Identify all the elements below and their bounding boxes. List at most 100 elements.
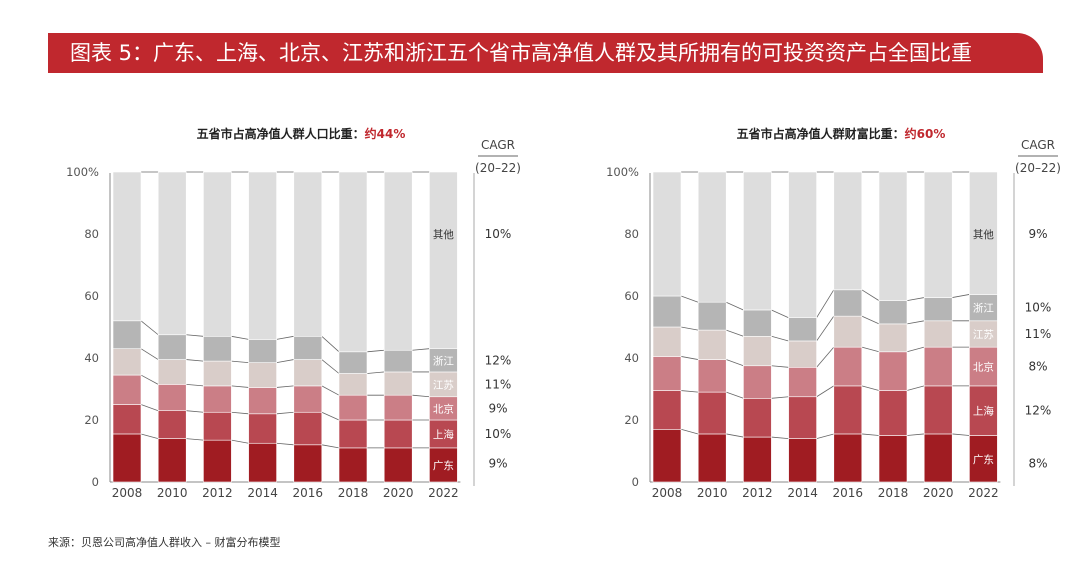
pop-bar-guangdong-2016 bbox=[293, 444, 323, 483]
wealth-share-chart: 五省市占高净值人群财富比重：约60% 0 20 40 60 80 100% 2008 2010 2… bbox=[606, 126, 1061, 500]
wealth-segment-label-beijing: 北京 bbox=[973, 361, 994, 374]
wealth-bar-zhejiang-2022 bbox=[969, 294, 998, 322]
pop-bar-beijing-2018 bbox=[338, 394, 368, 421]
pop-bar-others-2018 bbox=[338, 171, 368, 353]
wealth-cagr-value-beijing: 8% bbox=[1028, 360, 1047, 374]
wealth-bar-others-2018 bbox=[878, 171, 908, 301]
wealth-bar-guangdong-2014 bbox=[788, 438, 817, 483]
pop-chart-title: 五省市占高净值人群人口比重：约44% bbox=[197, 126, 406, 141]
report-title-banner: 图表 5：广东、上海、北京、江苏和浙江五个省市高净值人群及其所拥有的可投资资产占… bbox=[48, 33, 1043, 73]
pop-connector-line bbox=[140, 374, 159, 385]
wealth-bar-jiangsu-2018 bbox=[878, 323, 908, 353]
pop-connector-line bbox=[276, 359, 294, 364]
wealth-connector-line bbox=[906, 320, 925, 325]
wealth-bar-beijing-2022 bbox=[969, 346, 998, 387]
wealth-connector-line bbox=[680, 390, 699, 393]
pop-bar-jiangsu-2012 bbox=[203, 360, 232, 387]
wealth-connector-line bbox=[952, 433, 970, 436]
wealth-connector-line bbox=[680, 356, 699, 360]
wealth-y-tick-label: 40 bbox=[624, 351, 639, 365]
pop-bar-others-2016 bbox=[293, 171, 323, 337]
pop-bar-others-2008 bbox=[112, 171, 142, 322]
pop-bar-shanghai-2022 bbox=[429, 419, 458, 449]
wealth-bar-shanghai-2016 bbox=[833, 385, 863, 435]
wealth-connector-line bbox=[816, 315, 835, 342]
pop-bar-shanghai-2014 bbox=[248, 413, 277, 444]
pop-connector-line bbox=[140, 404, 159, 412]
wealth-cagr-value-others: 9% bbox=[1028, 227, 1047, 241]
wealth-segment-label-shanghai: 上海 bbox=[973, 405, 994, 418]
pop-connector-line bbox=[321, 336, 340, 353]
pop-connector-line bbox=[186, 410, 204, 413]
wealth-bar-jiangsu-2012 bbox=[743, 335, 772, 367]
wealth-bar-jiangsu-2008 bbox=[652, 326, 682, 357]
pop-connector-line bbox=[276, 335, 294, 340]
wealth-bar-shanghai-2012 bbox=[743, 397, 772, 438]
wealth-bar-jiangsu-2020 bbox=[923, 320, 953, 348]
pop-connector-line bbox=[186, 438, 204, 441]
wealth-bar-beijing-2016 bbox=[833, 346, 863, 387]
wealth-cagr-header: CAGR bbox=[1021, 138, 1055, 152]
pop-bar-zhejiang-2010 bbox=[157, 334, 187, 360]
wealth-bar-guangdong-2022 bbox=[969, 435, 998, 483]
wealth-bar-shanghai-2008 bbox=[652, 390, 682, 430]
pop-bar-shanghai-2012 bbox=[203, 411, 232, 441]
wealth-segment-label-zhejiang: 浙江 bbox=[973, 303, 994, 315]
wealth-y-tick-label: 20 bbox=[624, 413, 639, 427]
wealth-bar-guangdong-2012 bbox=[743, 436, 772, 483]
pop-connector-line bbox=[412, 348, 430, 351]
wealth-y-tick-label: 60 bbox=[624, 289, 639, 303]
wealth-connector-line bbox=[726, 391, 744, 399]
pop-y-tick-label: 20 bbox=[84, 413, 99, 427]
pop-bar-others-2012 bbox=[203, 171, 232, 337]
pop-connector-line bbox=[186, 359, 204, 362]
pop-bar-others-2020 bbox=[383, 171, 413, 351]
wealth-x-tick-label: 2020 bbox=[923, 486, 954, 500]
pop-cagr-value-shanghai: 10% bbox=[485, 427, 512, 441]
wealth-bar-guangdong-2018 bbox=[878, 435, 908, 483]
pop-bar-zhejiang-2020 bbox=[383, 349, 413, 373]
pop-segment-label-beijing: 北京 bbox=[433, 402, 454, 415]
pop-bar-shanghai-2008 bbox=[112, 404, 142, 435]
pop-bar-guangdong-2010 bbox=[157, 438, 187, 483]
pop-bar-others-2022 bbox=[429, 171, 458, 349]
pop-bar-beijing-2012 bbox=[203, 385, 232, 413]
pop-connector-line bbox=[366, 349, 385, 353]
wealth-connector-line bbox=[906, 433, 925, 436]
wealth-bar-others-2012 bbox=[743, 171, 772, 311]
pop-connector-line bbox=[231, 360, 249, 364]
pop-bar-zhejiang-2008 bbox=[112, 320, 142, 349]
wealth-connector-line bbox=[861, 315, 880, 325]
pop-x-tick-label: 2016 bbox=[293, 486, 324, 500]
wealth-connector-line bbox=[771, 396, 789, 399]
pop-bar-others-2014 bbox=[248, 171, 277, 340]
pop-bar-zhejiang-2016 bbox=[293, 335, 323, 360]
pop-cagr-value-others: 10% bbox=[485, 227, 512, 241]
source-note: 来源：贝恩公司高净值人群收入 – 财富分布模型 bbox=[48, 536, 281, 549]
pop-y-tick-label: 40 bbox=[84, 351, 99, 365]
pop-x-tick-label: 2008 bbox=[112, 486, 143, 500]
pop-connector-line bbox=[321, 385, 340, 396]
pop-connector-line bbox=[186, 383, 204, 387]
wealth-connector-line bbox=[816, 346, 835, 368]
wealth-bar-shanghai-2018 bbox=[878, 390, 908, 436]
wealth-x-tick-label: 2010 bbox=[697, 486, 728, 500]
pop-segment-label-shanghai: 上海 bbox=[433, 428, 454, 441]
wealth-connector-line bbox=[726, 359, 744, 367]
pop-bar-guangdong-2018 bbox=[338, 447, 368, 483]
pop-connector-line bbox=[321, 359, 340, 374]
pop-bar-jiangsu-2020 bbox=[383, 371, 413, 396]
pop-cagr-header: CAGR bbox=[481, 138, 515, 152]
wealth-cagr-value-shanghai: 12% bbox=[1025, 404, 1052, 418]
pop-bar-jiangsu-2016 bbox=[293, 359, 323, 387]
wealth-bar-shanghai-2014 bbox=[788, 396, 817, 439]
wealth-x-tick-label: 2014 bbox=[787, 486, 818, 500]
pop-bar-zhejiang-2014 bbox=[248, 339, 277, 363]
pop-bar-jiangsu-2008 bbox=[112, 348, 142, 376]
pop-bar-beijing-2014 bbox=[248, 387, 277, 415]
wealth-bar-guangdong-2016 bbox=[833, 433, 863, 483]
wealth-bar-jiangsu-2016 bbox=[833, 315, 863, 348]
pop-connector-line bbox=[276, 411, 294, 415]
pop-bar-guangdong-2020 bbox=[383, 447, 413, 483]
wealth-bar-others-2010 bbox=[697, 171, 727, 303]
